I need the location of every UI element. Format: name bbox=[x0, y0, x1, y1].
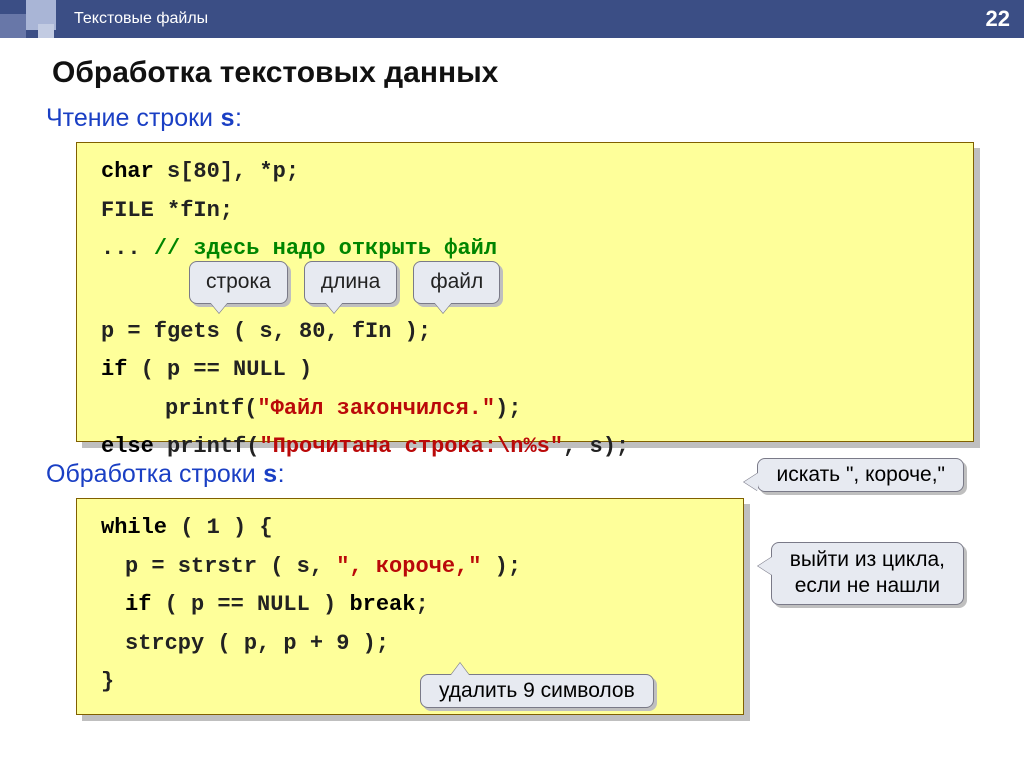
code-text: printf( bbox=[165, 396, 257, 421]
code-text: , s); bbox=[563, 434, 629, 459]
callout-delete: удалить 9 символов bbox=[420, 674, 654, 708]
callout-file: файл bbox=[413, 261, 500, 304]
code-kw: else bbox=[101, 434, 154, 459]
code-text: ); bbox=[481, 554, 521, 579]
code-kw: char bbox=[101, 159, 154, 184]
code-text: ( 1 ) { bbox=[167, 515, 273, 540]
callout-dlina: длина bbox=[304, 261, 398, 304]
section1-title: Чтение строки s: bbox=[46, 104, 1024, 134]
header-title: Текстовые файлы bbox=[74, 10, 208, 28]
callout-text: удалить 9 символов bbox=[439, 679, 635, 702]
code-text: ... bbox=[101, 236, 154, 261]
code-text: ; bbox=[415, 592, 428, 617]
code-kw: if bbox=[125, 592, 151, 617]
code-string: "Прочитана строка:\n%s" bbox=[259, 434, 563, 459]
callout-text: выйти из цикла, bbox=[790, 547, 945, 573]
code-kw: if bbox=[101, 357, 127, 382]
code-text: } bbox=[101, 669, 114, 694]
section1-colon: : bbox=[235, 104, 242, 132]
code-text: printf( bbox=[154, 434, 260, 459]
callout-search: искать ", короче," bbox=[757, 458, 964, 492]
section1-var: s bbox=[220, 105, 235, 134]
code-string: ", короче," bbox=[336, 554, 481, 579]
code-text: p = strstr ( s, bbox=[125, 554, 336, 579]
code-text: ); bbox=[495, 396, 521, 421]
code-string: "Файл закончился." bbox=[257, 396, 495, 421]
corner-decoration bbox=[0, 0, 56, 38]
section1-prefix: Чтение строки bbox=[46, 104, 220, 132]
code-comment: // здесь надо открыть файл bbox=[154, 236, 497, 261]
code-kw: while bbox=[101, 515, 167, 540]
code-text: strcpy ( p, p + 9 ); bbox=[125, 631, 389, 656]
code-text: p = fgets ( s, 80, fIn ); bbox=[101, 319, 431, 344]
code-text: s[80], *p; bbox=[154, 159, 299, 184]
code-text: ( p == NULL ) bbox=[151, 592, 349, 617]
slide-header: Текстовые файлы 22 bbox=[0, 0, 1024, 38]
callout-exit-loop: выйти из цикла, если не нашли bbox=[771, 542, 964, 605]
callout-text: если не нашли bbox=[790, 573, 945, 599]
code-text: ( p == NULL ) bbox=[127, 357, 312, 382]
callout-stroka: строка bbox=[189, 261, 288, 304]
page-number: 22 bbox=[986, 6, 1010, 32]
code-text: FILE *fIn; bbox=[101, 198, 233, 223]
main-title: Обработка текстовых данных bbox=[52, 56, 1024, 90]
callout-text: искать ", короче," bbox=[776, 463, 945, 486]
codebox-1: char s[80], *p; FILE *fIn; ... // здесь … bbox=[76, 142, 974, 442]
code-kw: break bbox=[349, 592, 415, 617]
